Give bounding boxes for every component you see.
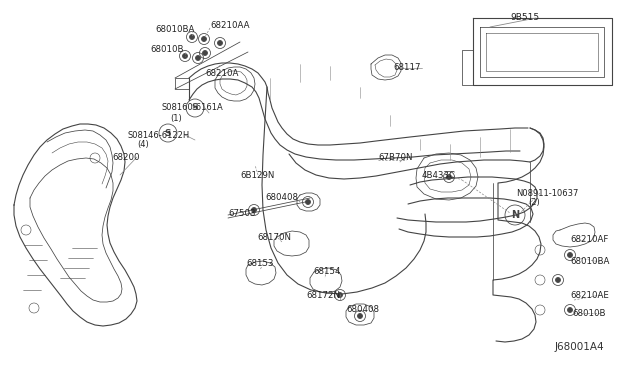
Text: 680408: 680408 [265,193,298,202]
Text: 680408: 680408 [346,305,379,314]
Text: 68170N: 68170N [257,234,291,243]
Text: (2): (2) [528,199,540,208]
Circle shape [568,308,573,312]
Circle shape [337,292,342,298]
Text: 68210AF: 68210AF [570,235,609,244]
Circle shape [202,36,207,42]
Circle shape [447,174,451,180]
Text: 68200: 68200 [112,153,140,161]
Text: (4): (4) [137,141,148,150]
Circle shape [195,55,200,61]
Text: 68172N: 68172N [306,291,340,299]
Circle shape [252,208,257,212]
Text: 68153: 68153 [246,260,273,269]
Text: 68210AA: 68210AA [210,20,250,29]
Text: 68210A: 68210A [205,68,238,77]
Circle shape [202,51,207,55]
Text: 6B129N: 6B129N [240,171,275,180]
Text: S08160-6161A: S08160-6161A [162,103,224,112]
Text: 68010BA: 68010BA [570,257,609,266]
Circle shape [218,41,223,45]
Circle shape [182,54,188,58]
Text: 68117: 68117 [393,64,420,73]
Text: 68210AE: 68210AE [570,291,609,299]
Text: 68010B: 68010B [572,308,605,317]
Text: N: N [511,210,519,220]
Circle shape [305,199,310,205]
Text: (1): (1) [170,113,182,122]
Text: S: S [192,103,198,112]
Text: S: S [164,128,172,138]
Text: 4B433C: 4B433C [422,170,456,180]
Text: S08146-6122H: S08146-6122H [128,131,190,140]
Circle shape [189,35,195,39]
Text: 9B515: 9B515 [510,13,539,22]
Circle shape [556,278,561,282]
Text: N08911-10637: N08911-10637 [516,189,579,198]
Text: 68010B: 68010B [150,45,184,55]
Text: 67503: 67503 [228,208,255,218]
Text: 67B70N: 67B70N [378,154,413,163]
Text: J68001A4: J68001A4 [555,342,605,352]
Text: 68154: 68154 [313,266,340,276]
Circle shape [358,314,362,318]
Circle shape [568,253,573,257]
Text: 68010BA: 68010BA [155,26,195,35]
